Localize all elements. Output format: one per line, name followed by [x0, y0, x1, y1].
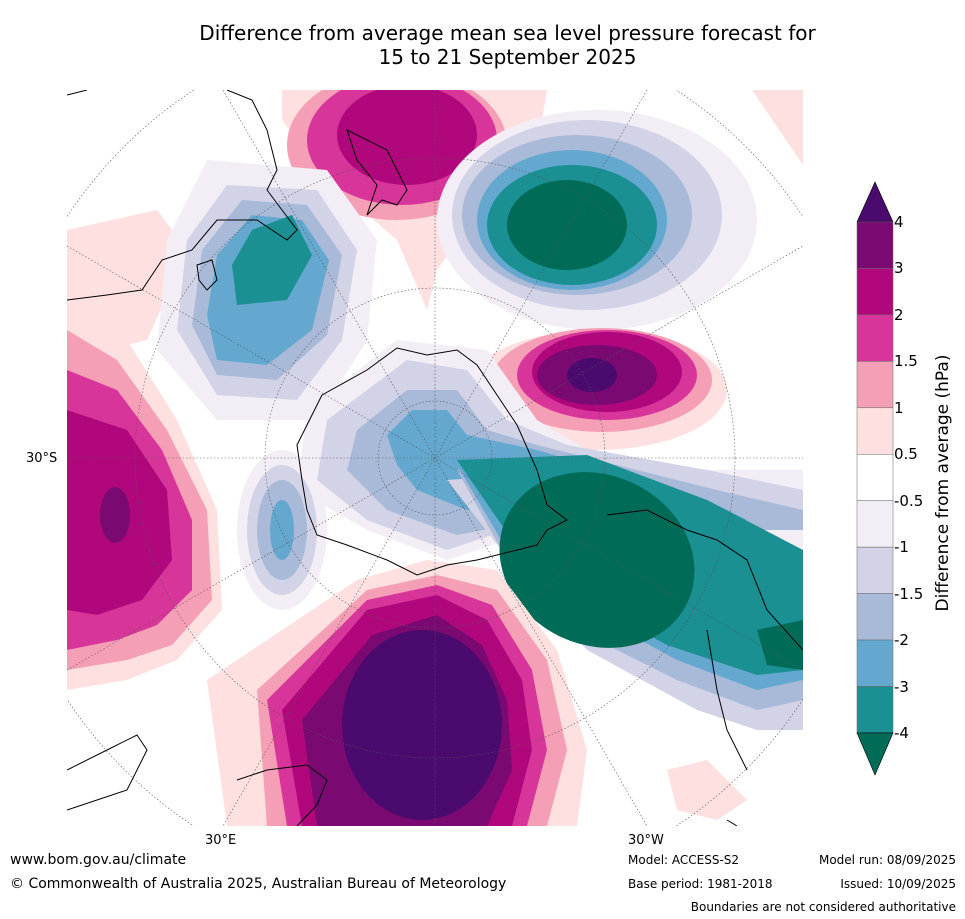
anomaly-west-indian-high [67, 300, 222, 690]
colorbar-tick-label: -2 [894, 631, 909, 650]
colorbar-tick-label: -3 [894, 677, 909, 696]
anomaly-indian-ocean-low [237, 450, 327, 610]
colorbar-segment-2to3 [856, 268, 894, 316]
colorbar-segment-m15tom1 [856, 546, 894, 594]
colorbar-tick-label: 1.5 [894, 352, 918, 371]
colorbar-segment-3to4 [856, 221, 894, 269]
colorbar [856, 181, 894, 776]
footer-copyright: © Commonwealth of Australia 2025, Austra… [10, 876, 507, 892]
colorbar-tick-label: -1.5 [894, 584, 924, 603]
colorbar-label: Difference from average (hPa) [933, 354, 953, 612]
footer-boundaries-note: Boundaries are not considered authoritat… [690, 900, 956, 914]
africa-coast [67, 734, 328, 826]
footer-url: www.bom.gov.au/climate [10, 852, 187, 868]
colorbar-extend-top [856, 181, 894, 223]
footer-base-period: Base period: 1981-2018 [628, 877, 773, 891]
colorbar-tick-label: 1 [894, 398, 904, 417]
title-line-1: Difference from average mean sea level p… [199, 21, 816, 45]
colorbar-segment-m4tom3 [856, 686, 894, 734]
coastlines [67, 90, 803, 826]
lon-label-30e: 30°E [205, 833, 237, 848]
anomaly-pacific-low [437, 110, 757, 330]
colorbar-segment-0.5to1 [856, 407, 894, 455]
antarctica-coast [296, 347, 568, 576]
colorbar-segment-neutral [856, 454, 894, 501]
anomaly-southern-ocean-high [207, 560, 587, 826]
colorbar-tick-label: -1 [894, 538, 909, 557]
lon-label-30w: 30°W [628, 833, 664, 848]
colorbar-segment-m2tom15 [856, 593, 894, 641]
title-line-2: 15 to 21 September 2025 [378, 45, 637, 69]
colorbar-tick-label: 3 [894, 259, 904, 278]
colorbar-tick-label: -4 [894, 723, 909, 742]
footer-model-run: Model run: 08/09/2025 [818, 853, 956, 867]
footer-model: Model: ACCESS-S2 [628, 853, 740, 867]
colorbar-segment-m1tom05 [856, 500, 894, 548]
colorbar-tick-label: 4 [894, 213, 904, 231]
lat-label-30s: 30°S [26, 451, 58, 466]
australia-coast [67, 90, 298, 301]
graticule [67, 90, 803, 826]
colorbar-segment-m3tom2 [856, 639, 894, 687]
tasmania-coast [196, 259, 218, 291]
anomaly-tasman-low [157, 160, 377, 420]
anomaly-southeast-pacific-high [467, 328, 727, 450]
colorbar-segment-1.5to2 [856, 314, 894, 362]
colorbar-tick-label: 0.5 [894, 445, 918, 464]
footer-issued: Issued: 10/09/2025 [840, 877, 956, 891]
south-america-coast [606, 509, 803, 826]
colorbar-segment-1to1.5 [856, 361, 894, 409]
colorbar-extend-bottom [856, 732, 894, 776]
new-zealand-coast [346, 129, 408, 216]
pressure-anomaly-map [67, 90, 803, 826]
chart-title: Difference from average mean sea level p… [0, 21, 965, 69]
colorbar-tick-label: 2 [894, 305, 904, 324]
colorbar-tick-label: -0.5 [894, 491, 924, 510]
